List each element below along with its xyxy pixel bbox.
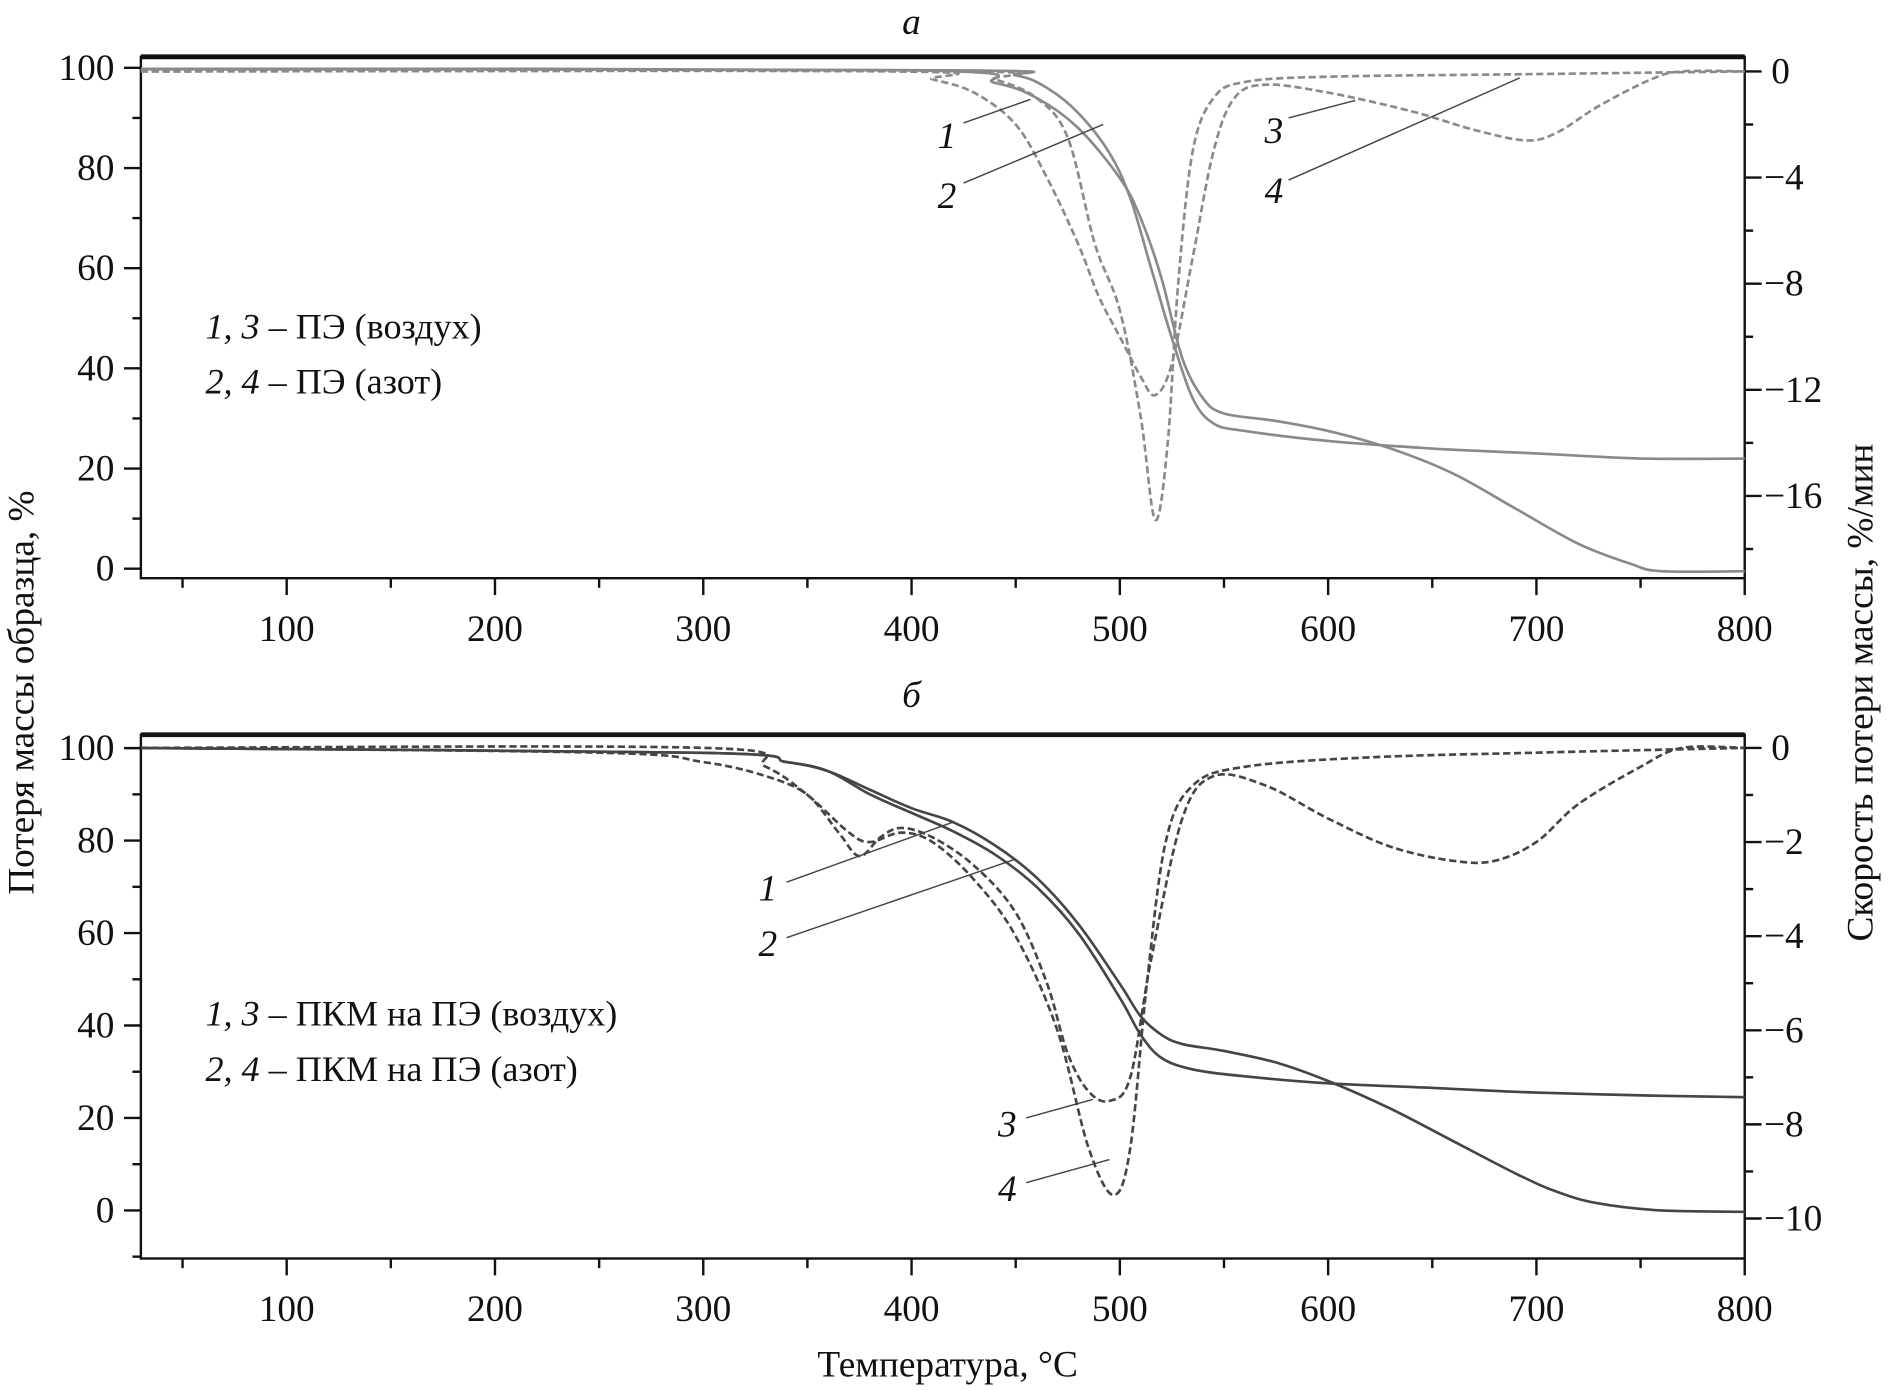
panel-b-title: б: [902, 675, 922, 716]
y-left-tick-label: 20: [77, 1098, 114, 1139]
curve-label-4: 4: [998, 1169, 1017, 1210]
legend-curve-numbers: 1, 3: [205, 306, 259, 346]
y-right-tick-label: −2: [1764, 822, 1804, 863]
x-tick-label: 100: [259, 609, 315, 650]
leader-line-4: [1025, 1158, 1110, 1184]
y-left-tick-label: 0: [96, 1190, 115, 1231]
x-tick-label: 400: [884, 609, 940, 650]
y-right-tick-label: −12: [1764, 370, 1822, 411]
x-tick-label: 600: [1300, 1289, 1356, 1330]
leader-line-2: [963, 123, 1104, 184]
leader-line-3: [1025, 1098, 1093, 1119]
y-left-tick-label: 40: [77, 348, 114, 389]
x-tick-label: 200: [467, 609, 523, 650]
series-line-1: [140, 67, 1745, 574]
y-right-tick-label: −8: [1764, 1104, 1804, 1145]
y-left-axis-title: Потеря массы образца, %: [2, 490, 43, 894]
y-left-tick-label: 0: [96, 549, 115, 590]
legend-description: – ПКМ на ПЭ (воздух): [260, 994, 618, 1034]
x-tick-label: 300: [675, 609, 731, 650]
curve-label-4: 4: [1265, 171, 1284, 212]
y-right-tick-label: −4: [1764, 158, 1804, 199]
legend-entry: 2, 4 – ПЭ (азот): [205, 361, 442, 401]
y-left-tick-label: 60: [77, 248, 114, 289]
x-tick-label: 800: [1717, 609, 1773, 650]
panel-a-title: а: [902, 2, 921, 43]
panel-a: 100 200 300 400 500 600 700 800 0 20 40 60 80 100 0 −4 −…: [58, 48, 1822, 650]
curve-label-1: 1: [759, 869, 778, 910]
series-line-4: [140, 69, 1745, 522]
x-tick-label: 700: [1508, 609, 1564, 650]
y-right-tick-label: −8: [1764, 264, 1804, 305]
leader-line-2: [786, 858, 1016, 939]
y-left-tick-label: 80: [77, 821, 114, 862]
x-tick-label: 600: [1300, 609, 1356, 650]
y-right-tick-label: −16: [1764, 476, 1822, 517]
curve-label-2: 2: [759, 924, 778, 965]
x-tick-label: 200: [467, 1289, 523, 1330]
series-line-1: [140, 746, 1745, 1214]
leader-line-4: [1288, 77, 1521, 181]
x-tick-label: 700: [1508, 1289, 1564, 1330]
legend-entry: 1, 3 – ПКМ на ПЭ (воздух): [205, 994, 617, 1034]
y-right-tick-label: 0: [1771, 728, 1790, 769]
y-right-tick-label: −10: [1764, 1199, 1822, 1240]
x-tick-label: 800: [1717, 1289, 1773, 1330]
y-left-tick-label: 20: [77, 449, 114, 490]
series-line-2: [140, 746, 1745, 1099]
curve-label-2: 2: [938, 176, 957, 217]
x-tick-label: 400: [884, 1289, 940, 1330]
legend-entry: 1, 3 – ПЭ (воздух): [205, 306, 481, 346]
panel-b: 100 200 300 400 500 600 700 800 0 20 40 60 80 100 0 −2 −…: [58, 728, 1822, 1330]
legend-description: – ПЭ (воздух): [260, 306, 482, 346]
y-right-axis-title: Скорость потери массы, %/мин: [1840, 444, 1881, 942]
leader-line-1: [786, 821, 954, 883]
x-tick-label: 300: [675, 1289, 731, 1330]
legend-entry: 2, 4 – ПКМ на ПЭ (азот): [205, 1049, 577, 1089]
series-line-4: [140, 745, 1745, 1197]
legend-description: – ПКМ на ПЭ (азот): [260, 1049, 578, 1089]
curve-label-1: 1: [938, 116, 957, 157]
y-left-tick-label: 100: [58, 728, 114, 769]
legend-description: – ПЭ (азот): [260, 361, 443, 401]
x-tick-label: 500: [1092, 1289, 1148, 1330]
series-line-3: [140, 69, 1745, 397]
leader-line-1: [963, 98, 1031, 124]
x-axis-title: Температура, °C: [817, 1345, 1077, 1386]
y-left-tick-label: 80: [77, 148, 114, 189]
x-tick-label: 100: [259, 1289, 315, 1330]
curve-label-3: 3: [1264, 111, 1284, 152]
x-tick-label: 500: [1092, 609, 1148, 650]
y-right-tick-label: −6: [1764, 1010, 1804, 1051]
leader-line-3: [1288, 99, 1356, 119]
y-left-tick-label: 100: [58, 48, 114, 89]
y-left-tick-label: 40: [77, 1006, 114, 1047]
legend-curve-numbers: 2, 4: [205, 1049, 259, 1089]
series-line-3: [140, 745, 1745, 1103]
legend-curve-numbers: 1, 3: [205, 994, 259, 1034]
curve-label-3: 3: [997, 1104, 1017, 1145]
y-left-tick-label: 60: [77, 913, 114, 954]
y-right-tick-label: −4: [1764, 916, 1804, 957]
legend-curve-numbers: 2, 4: [205, 361, 259, 401]
y-right-tick-label: 0: [1771, 51, 1790, 92]
